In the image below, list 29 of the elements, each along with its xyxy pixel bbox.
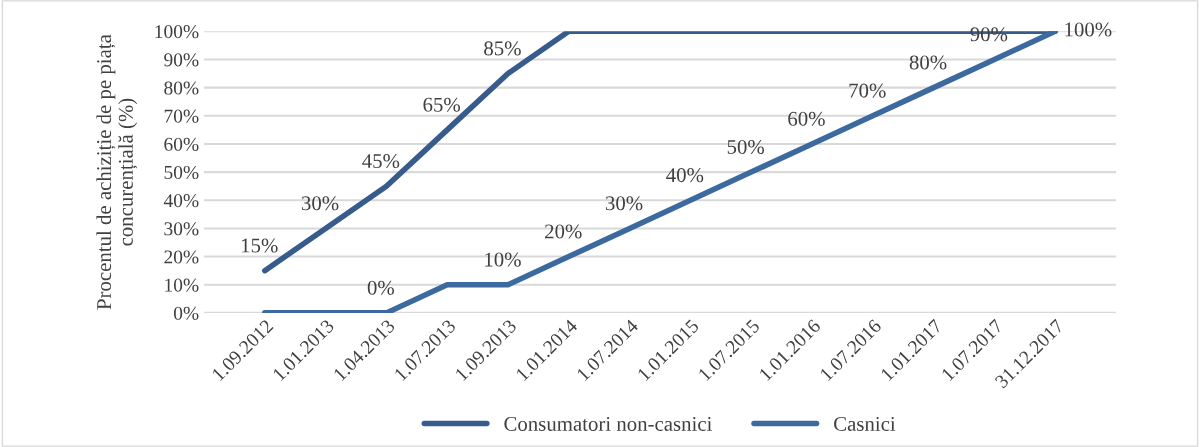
data-label: 80% [909, 55, 947, 70]
data-label: 15% [241, 238, 278, 253]
legend-label: Consumatori non-casnici [504, 416, 712, 431]
y-tick-label: 80% [164, 81, 199, 95]
data-label: 65% [423, 97, 461, 112]
y-tick-label: 20% [164, 250, 199, 264]
y-tick-label: 30% [164, 222, 199, 236]
y-tick-label: 70% [164, 109, 199, 123]
y-axis-title: Procentul de achiziție de pe piața concurențială (%) [96, 34, 138, 310]
data-label: 85% [484, 41, 521, 56]
y-tick-label: 10% [165, 278, 199, 292]
data-label: 0% [367, 280, 395, 295]
data-label: 30% [605, 196, 643, 211]
data-label: 70% [849, 83, 886, 98]
y-tick-label: 50% [164, 165, 199, 180]
y-tick-label: 40% [163, 194, 199, 208]
data-label: 30% [301, 196, 339, 211]
y-tick-label: 100% [155, 25, 199, 39]
data-label: 45% [362, 154, 400, 169]
y-tick-label: 90% [164, 53, 199, 67]
y-tick-label: 0% [173, 306, 199, 320]
legend-label: Casnici [834, 416, 896, 431]
data-label: 60% [788, 111, 825, 126]
data-label: 50% [727, 139, 765, 155]
data-label: 100% [1065, 22, 1112, 37]
data-label: 20% [545, 224, 582, 239]
data-label: 40% [666, 168, 704, 183]
y-tick-label: 60% [164, 137, 199, 151]
data-label: 10% [485, 252, 521, 267]
